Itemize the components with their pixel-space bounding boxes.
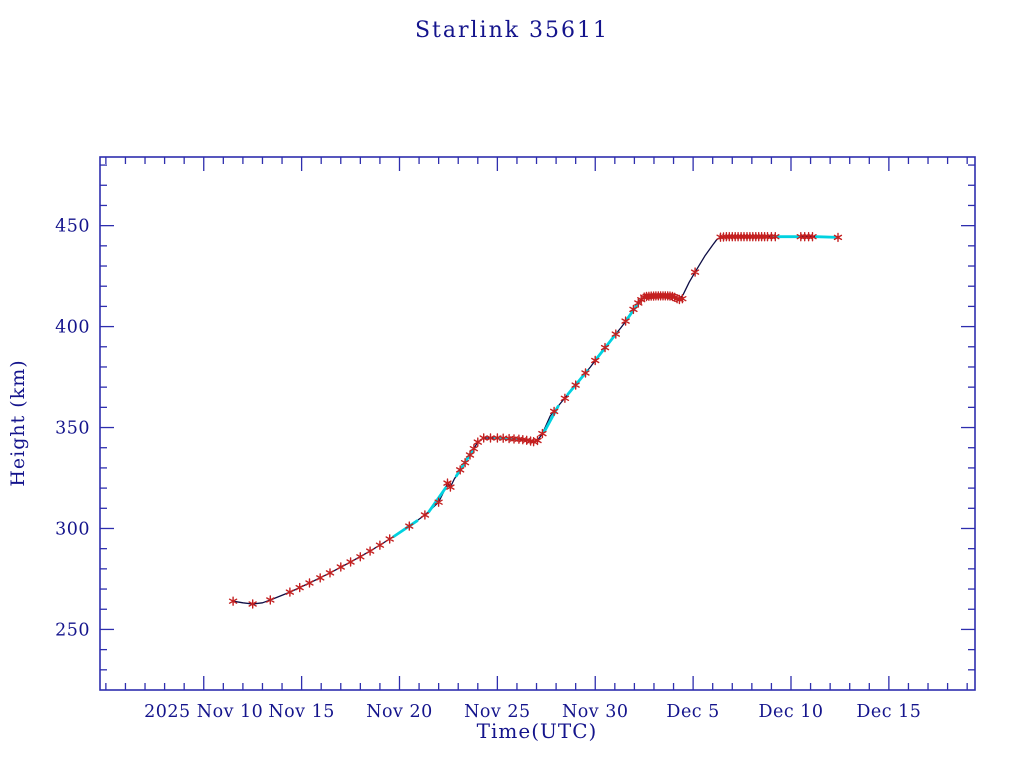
y-tick-label: 250 [55, 620, 90, 640]
x-tick-label: Dec 15 [856, 702, 921, 722]
highlight-segment [815, 235, 840, 239]
orbit-height-line [232, 236, 839, 605]
highlight-segment [392, 519, 419, 538]
x-tick-label: Nov 25 [464, 702, 531, 722]
y-axis-label: Height (km) [7, 359, 29, 487]
y-tick-label: 350 [55, 419, 90, 439]
data-markers [228, 232, 843, 609]
x-tick-label: 2025 Nov 10 [144, 702, 263, 722]
highlight-segment [427, 486, 447, 514]
x-tick-label: Nov 15 [268, 702, 335, 722]
y-tick-label: 300 [55, 519, 90, 539]
x-tick-label: Dec 5 [666, 702, 719, 722]
highlight-segment [595, 331, 619, 360]
x-axis-label: Time(UTC) [476, 719, 598, 743]
y-tick-label: 400 [55, 318, 90, 338]
plot-frame [99, 156, 976, 691]
x-tick-label: Nov 20 [366, 702, 433, 722]
y-tick-label: 450 [55, 217, 90, 237]
x-tick-label: Dec 10 [758, 702, 823, 722]
chart-title: Starlink 35611 [414, 18, 610, 43]
x-tick-label: Nov 30 [562, 702, 629, 722]
